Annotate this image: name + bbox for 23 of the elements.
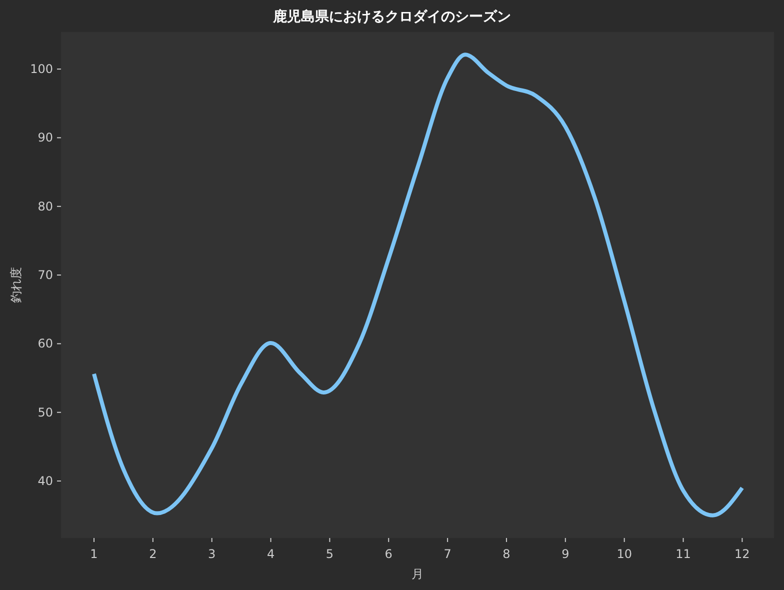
x-tick-label: 8 <box>502 547 510 561</box>
x-tick-label: 10 <box>616 547 632 561</box>
chart-title: 鹿児島県におけるクロダイのシーズン <box>272 8 511 25</box>
x-tick-label: 7 <box>444 547 452 561</box>
y-tick-label: 60 <box>38 336 53 351</box>
x-tick-label: 3 <box>208 547 216 561</box>
x-tick-label: 12 <box>734 547 750 561</box>
y-tick-label: 100 <box>30 62 53 76</box>
x-tick-label: 11 <box>676 547 691 561</box>
y-axis-title: 釣れ度 <box>9 267 23 303</box>
x-tick-label: 4 <box>266 547 275 561</box>
y-tick-label: 50 <box>38 405 53 420</box>
x-tick-label: 9 <box>562 547 570 561</box>
x-tick-label: 1 <box>90 547 98 561</box>
x-axis-title: 月 <box>412 567 424 581</box>
x-tick-label: 5 <box>326 547 334 561</box>
y-tick-label: 80 <box>38 199 53 214</box>
y-tick-label: 90 <box>38 130 53 145</box>
y-tick-label: 70 <box>38 268 53 282</box>
x-tick-label: 2 <box>149 547 157 561</box>
line-series <box>92 52 744 518</box>
x-tick-label: 6 <box>384 547 392 561</box>
y-tick-label: 40 <box>38 474 53 488</box>
